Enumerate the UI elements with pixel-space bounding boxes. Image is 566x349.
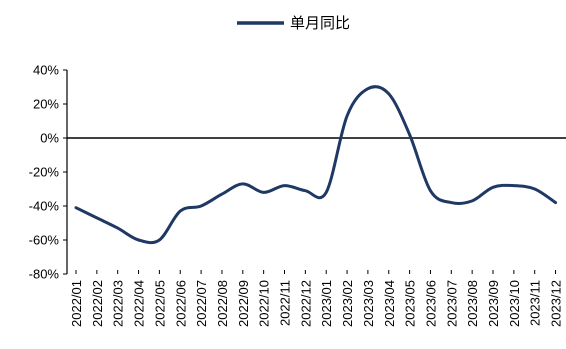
x-tick-label: 2023/12 xyxy=(549,280,564,327)
legend: 单月同比 xyxy=(237,14,350,32)
x-tick-label: 2022/12 xyxy=(298,280,313,327)
y-tick-label: -20% xyxy=(29,165,60,180)
y-tick-label: -80% xyxy=(29,267,60,282)
y-tick-label: -60% xyxy=(29,233,60,248)
x-tick-label: 2023/11 xyxy=(528,280,543,326)
x-tick-label: 2022/09 xyxy=(236,280,251,327)
x-tick-label: 2022/10 xyxy=(257,280,272,327)
x-tick-label: 2022/02 xyxy=(90,280,105,327)
legend-label: 单月同比 xyxy=(290,14,350,32)
x-tick-label: 2023/08 xyxy=(465,280,480,327)
y-tick-label: -40% xyxy=(29,199,60,214)
series-line xyxy=(74,85,558,245)
x-tick-label: 2023/07 xyxy=(444,280,459,327)
x-tick-label: 2022/07 xyxy=(194,280,209,327)
x-tick-label: 2023/04 xyxy=(382,280,397,327)
x-tick-label: 2023/03 xyxy=(361,280,376,327)
x-tick-label: 2023/01 xyxy=(319,280,334,327)
y-axis: 40% 20% 0% -20% -40% -60% -80% xyxy=(29,63,68,282)
x-tick-label: 2022/06 xyxy=(173,280,188,327)
x-tick-label: 2022/11 xyxy=(278,280,293,326)
x-tick-label: 2023/05 xyxy=(403,280,418,327)
y-tick-label: 20% xyxy=(33,97,59,112)
x-tick-label: 2022/04 xyxy=(132,280,147,327)
y-tick-label: 40% xyxy=(33,63,59,78)
x-tick-label: 2022/08 xyxy=(215,280,230,327)
x-axis: 2022/01 2022/02 2022/03 2022/04 2022/05 2022/… xyxy=(69,270,564,327)
x-tick-label: 2023/10 xyxy=(507,280,522,327)
x-tick-label: 2022/05 xyxy=(152,280,167,327)
x-tick-label: 2022/03 xyxy=(111,280,126,327)
x-tick-label: 2023/06 xyxy=(423,280,438,327)
y-tick-label: 0% xyxy=(40,131,59,146)
x-tick-label: 2023/09 xyxy=(486,280,501,327)
x-tick-label: 2023/02 xyxy=(340,280,355,327)
x-tick-label: 2022/01 xyxy=(69,280,84,327)
